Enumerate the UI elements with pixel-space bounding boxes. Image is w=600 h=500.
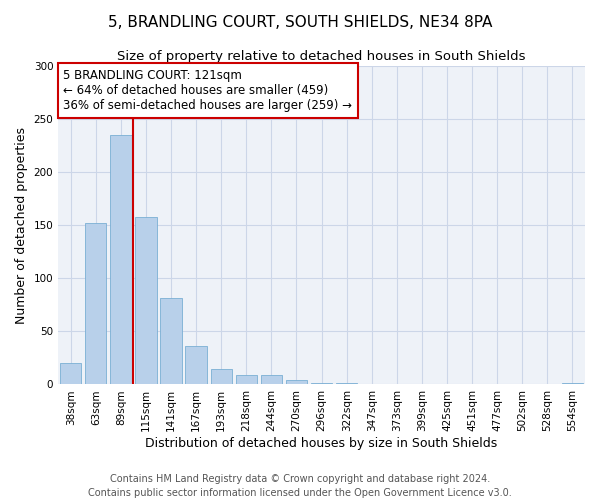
Bar: [261, 375, 282, 384]
Bar: [110, 134, 131, 384]
Bar: [160, 298, 182, 384]
Bar: [85, 223, 106, 384]
Bar: [286, 380, 307, 384]
Text: 5 BRANDLING COURT: 121sqm
← 64% of detached houses are smaller (459)
36% of semi: 5 BRANDLING COURT: 121sqm ← 64% of detac…: [64, 68, 352, 112]
X-axis label: Distribution of detached houses by size in South Shields: Distribution of detached houses by size …: [145, 437, 498, 450]
Bar: [60, 363, 82, 384]
Bar: [236, 375, 257, 384]
Bar: [185, 346, 207, 385]
Text: 5, BRANDLING COURT, SOUTH SHIELDS, NE34 8PA: 5, BRANDLING COURT, SOUTH SHIELDS, NE34 …: [108, 15, 492, 30]
Y-axis label: Number of detached properties: Number of detached properties: [15, 126, 28, 324]
Title: Size of property relative to detached houses in South Shields: Size of property relative to detached ho…: [118, 50, 526, 63]
Text: Contains HM Land Registry data © Crown copyright and database right 2024.
Contai: Contains HM Land Registry data © Crown c…: [88, 474, 512, 498]
Bar: [211, 368, 232, 384]
Bar: [136, 216, 157, 384]
